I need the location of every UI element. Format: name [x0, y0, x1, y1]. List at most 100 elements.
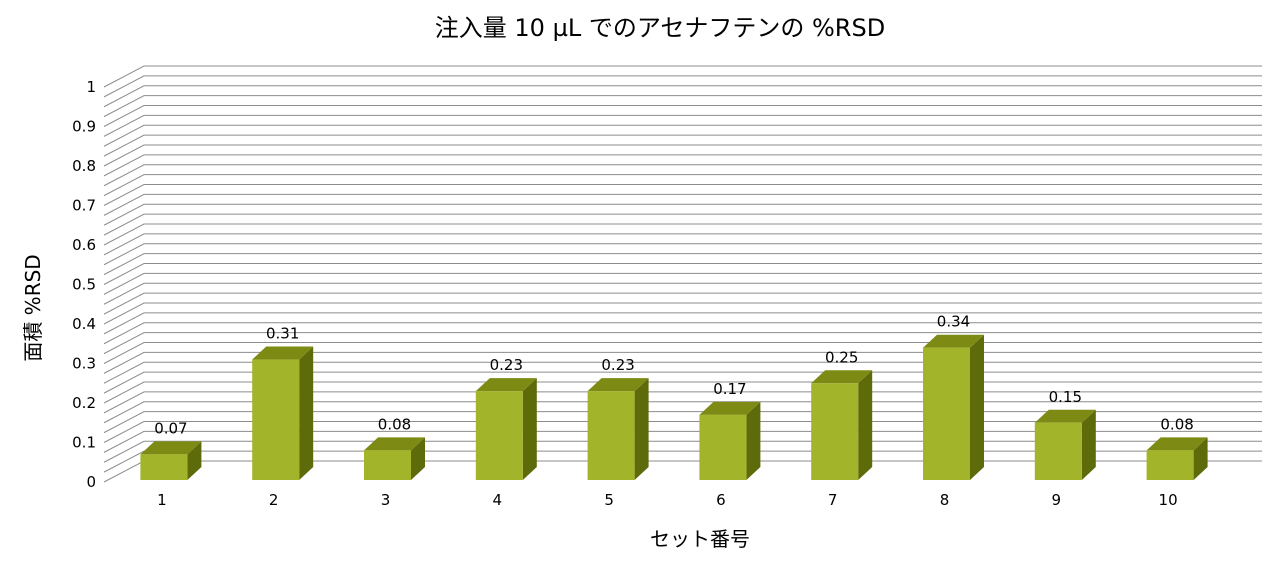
bar: [1146, 437, 1208, 480]
bar-front: [140, 454, 188, 480]
bar-top: [811, 370, 873, 384]
y-tick-label: 1: [86, 78, 96, 96]
y-tick-label: 0.6: [72, 236, 96, 254]
grid-line: [103, 95, 1262, 118]
data-label: 0.15: [1049, 388, 1082, 406]
grid-line: [103, 411, 1262, 434]
x-tick-label: 2: [269, 491, 279, 509]
grid-line: [103, 75, 1262, 98]
grid-line: [103, 85, 1262, 108]
x-tick-label: 4: [493, 491, 503, 509]
grid-line: [103, 253, 1262, 276]
grid-line: [103, 401, 1262, 424]
bar-side: [1193, 437, 1208, 480]
bar-front: [587, 391, 635, 480]
bar-front: [364, 450, 411, 480]
grid-line: [103, 292, 1262, 315]
data-label: 0.23: [490, 356, 523, 374]
bar-front: [1146, 450, 1194, 480]
bar-top: [1034, 409, 1096, 423]
bar-side: [746, 401, 761, 480]
x-tick-label: 5: [604, 491, 614, 509]
x-tick-label: 8: [940, 491, 950, 509]
y-tick-label: 0.9: [72, 118, 96, 136]
x-tick-label: 7: [828, 491, 838, 509]
grid-line: [103, 114, 1262, 137]
bar-front: [475, 391, 523, 480]
grid-lines: [103, 65, 1262, 483]
grid-line: [103, 174, 1262, 197]
bar-side: [522, 378, 537, 480]
grid-line: [103, 342, 1262, 364]
grid-line: [103, 312, 1262, 335]
bar-side: [187, 441, 202, 480]
bar: [811, 370, 873, 480]
grid-line: [103, 124, 1262, 147]
grid-line: [103, 263, 1262, 285]
bar-side: [970, 334, 984, 480]
bar: [252, 346, 314, 480]
data-label: 0.17: [713, 380, 746, 398]
data-label: 0.23: [601, 356, 634, 374]
grid-line: [103, 184, 1262, 206]
grid-line: [103, 430, 1262, 453]
grid-line: [103, 302, 1262, 325]
bar-front: [811, 383, 859, 480]
y-tick-label: 0: [86, 473, 96, 491]
y-axis-ticks: 0 0.1 0.2 0.3 0.4 0.5 0.6 0.7 0.8 0.9 1: [72, 78, 96, 491]
x-axis-ticks: 1 2 3 4 5 6 7 8 9 10: [157, 491, 1178, 509]
x-tick-label: 9: [1052, 491, 1062, 509]
x-tick-label: 3: [381, 491, 391, 509]
bar-top: [475, 378, 537, 392]
grid-line: [103, 243, 1262, 266]
bar-top: [252, 346, 314, 360]
bar-top: [1146, 437, 1208, 451]
grid-line: [103, 193, 1262, 216]
y-tick-label: 0.5: [72, 276, 96, 294]
grid-line: [103, 233, 1262, 256]
y-tick-label: 0.4: [72, 315, 96, 333]
grid-line: [103, 440, 1262, 463]
bar: [923, 334, 984, 480]
bar-side: [858, 370, 873, 480]
bar: [1034, 409, 1096, 480]
grid-line: [103, 351, 1262, 374]
grid-line: [103, 272, 1262, 295]
bar-top: [140, 441, 202, 455]
y-tick-label: 0.7: [72, 197, 96, 215]
bar-side: [634, 378, 649, 480]
data-label: 0.31: [266, 325, 299, 343]
bar-top: [587, 378, 649, 392]
grid-line: [103, 134, 1262, 157]
bar-top: [364, 437, 425, 451]
bar-side: [299, 346, 314, 480]
grid-line: [103, 164, 1262, 187]
data-label: 0.07: [154, 419, 187, 437]
bar-front: [699, 414, 747, 480]
x-tick-label: 1: [157, 491, 167, 509]
grid-line: [103, 213, 1262, 236]
data-label: 0.25: [825, 348, 858, 366]
grid-line: [103, 421, 1262, 443]
data-label: 0.08: [378, 415, 411, 433]
data-label: 0.34: [937, 313, 970, 331]
grid-line: [103, 282, 1262, 305]
bar-top: [923, 334, 984, 348]
bar-front: [923, 347, 970, 480]
bar: [475, 378, 537, 480]
chart-title: 注入量 10 µL でのアセナフテンの %RSD: [435, 14, 885, 42]
grid-line: [103, 322, 1262, 345]
y-tick-label: 0.2: [72, 394, 96, 412]
bar: [364, 437, 425, 480]
y-tick-label: 0.8: [72, 157, 96, 175]
bar-side: [1081, 409, 1096, 480]
y-tick-label: 0.1: [72, 434, 96, 452]
data-label: 0.08: [1160, 415, 1193, 433]
grid-line: [103, 391, 1262, 414]
grid-line: [103, 381, 1262, 404]
bars: [140, 334, 1208, 480]
bar-front: [1034, 422, 1082, 480]
grid-line: [103, 332, 1262, 355]
